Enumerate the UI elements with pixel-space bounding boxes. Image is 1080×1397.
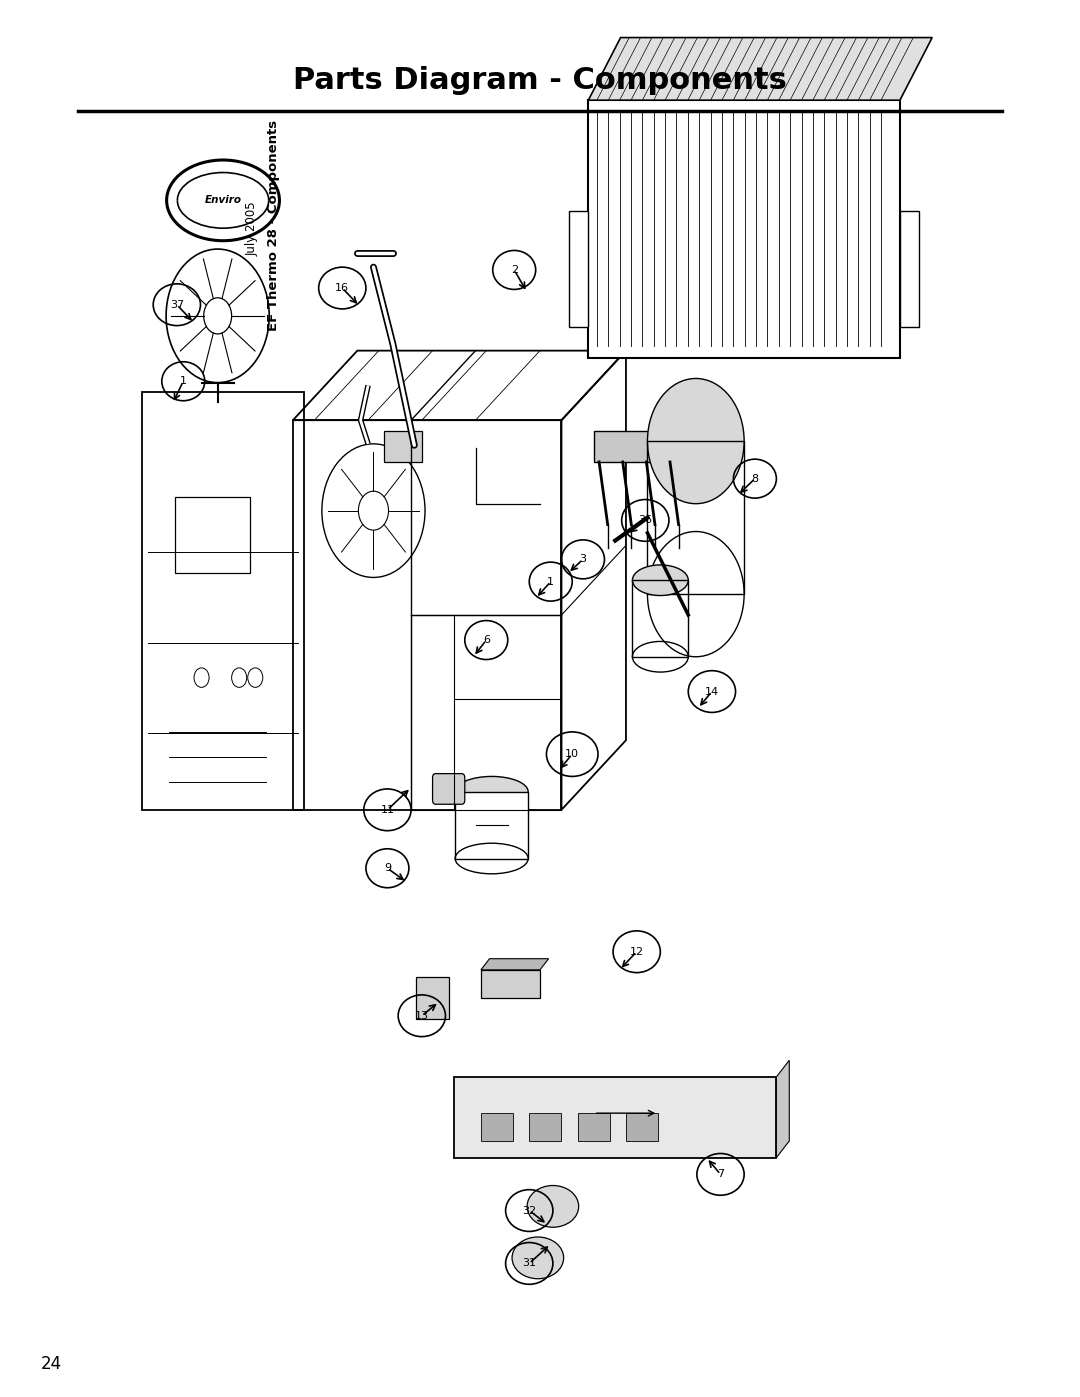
Bar — [569, 211, 589, 327]
Bar — [481, 970, 540, 997]
FancyBboxPatch shape — [433, 774, 464, 805]
Text: 6: 6 — [483, 636, 489, 645]
Text: 2: 2 — [511, 265, 517, 275]
Text: 10: 10 — [565, 749, 579, 759]
Text: 12: 12 — [630, 947, 644, 957]
Text: 31: 31 — [523, 1259, 537, 1268]
Polygon shape — [481, 958, 549, 970]
Ellipse shape — [455, 777, 528, 807]
Bar — [481, 1113, 513, 1141]
Bar — [633, 580, 688, 657]
Text: 3: 3 — [580, 555, 586, 564]
Text: 37: 37 — [170, 300, 184, 310]
Bar — [900, 211, 919, 327]
Text: 8: 8 — [752, 474, 758, 483]
Text: 32: 32 — [523, 1206, 537, 1215]
Text: 16: 16 — [335, 284, 349, 293]
Text: 24: 24 — [41, 1355, 62, 1373]
Text: Enviro: Enviro — [204, 196, 242, 205]
Bar — [384, 432, 422, 462]
Polygon shape — [777, 1060, 789, 1158]
Ellipse shape — [647, 379, 744, 504]
Text: 1: 1 — [179, 376, 187, 386]
Ellipse shape — [633, 564, 688, 595]
Text: 1: 1 — [548, 577, 554, 587]
Text: 14: 14 — [705, 686, 719, 697]
Circle shape — [204, 298, 231, 334]
Bar — [529, 1113, 562, 1141]
Ellipse shape — [527, 1186, 579, 1227]
Ellipse shape — [512, 1236, 564, 1278]
Text: 36: 36 — [638, 515, 652, 525]
Text: 9: 9 — [383, 863, 391, 873]
Text: Parts Diagram - Components: Parts Diagram - Components — [293, 66, 787, 95]
Bar — [647, 441, 744, 594]
Bar — [594, 432, 685, 462]
Bar — [578, 1113, 610, 1141]
Text: 13: 13 — [415, 1011, 429, 1021]
Text: July 2005: July 2005 — [245, 201, 258, 256]
Text: 11: 11 — [380, 805, 394, 814]
Bar — [589, 101, 900, 358]
Bar — [417, 977, 448, 1018]
Text: EF Thermo 28 - Components: EF Thermo 28 - Components — [267, 120, 280, 331]
Bar — [454, 1077, 777, 1158]
Bar — [626, 1113, 658, 1141]
Polygon shape — [589, 38, 932, 101]
Bar — [175, 497, 249, 573]
Text: 7: 7 — [717, 1169, 724, 1179]
Bar — [455, 792, 528, 859]
